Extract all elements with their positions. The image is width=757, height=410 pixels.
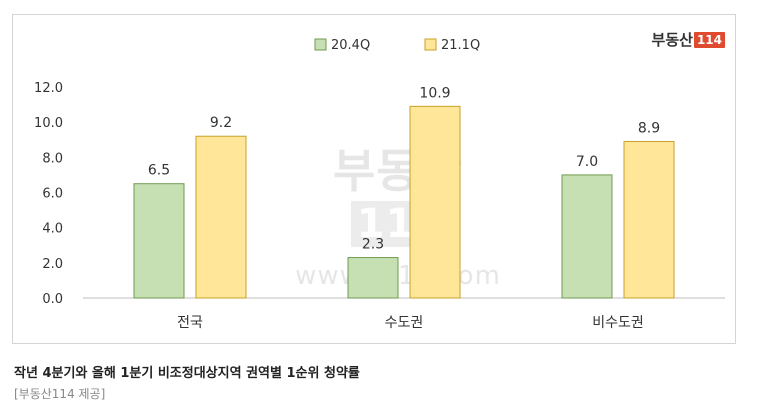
y-tick-label: 2.0 [42,257,63,272]
chart-caption: 작년 4분기와 올해 1분기 비조정대상지역 권역별 1순위 청약률 [14,366,360,381]
x-tick-label: 비수도권 [592,315,644,331]
brand-logo: 부동산 114 [652,29,725,50]
data-label: 6.5 [148,163,170,179]
y-tick-label: 6.0 [42,187,63,202]
y-tick-label: 12.0 [34,81,63,96]
y-tick-label: 8.0 [42,151,63,166]
data-label: 8.9 [638,121,660,137]
x-tick-label: 수도권 [385,315,424,331]
legend-swatch [314,38,327,51]
source-credit: [부동산114 제공] [14,387,106,401]
x-tick-label: 전국 [177,315,203,331]
chart-frame: 부동산114 www.r114.com 0.02.04.06.08.010.01… [12,14,736,344]
bar [409,105,461,299]
y-tick-label: 4.0 [42,222,63,237]
data-label: 2.3 [362,237,384,253]
bar [561,174,613,299]
legend-label: 20.4Q [331,38,370,53]
data-label: 10.9 [419,85,450,101]
bar [347,257,399,299]
brand-logo-box: 114 [693,31,725,48]
legend-label: 21.1Q [441,38,480,53]
legend-swatch [424,38,437,51]
brand-logo-text: 부동산 [651,31,693,49]
bar [623,141,675,299]
y-tick-label: 0.0 [42,292,63,307]
bar-chart: 0.0 2.0 4.0 6.0 8.0 10.0 12.0 6.5 9.2 전국 2.3 10.9 수도… [34,38,725,331]
data-label: 7.0 [576,154,598,170]
y-tick-label: 10.0 [34,116,63,131]
bar [195,135,247,299]
bar [133,183,185,299]
data-label: 9.2 [210,115,232,131]
